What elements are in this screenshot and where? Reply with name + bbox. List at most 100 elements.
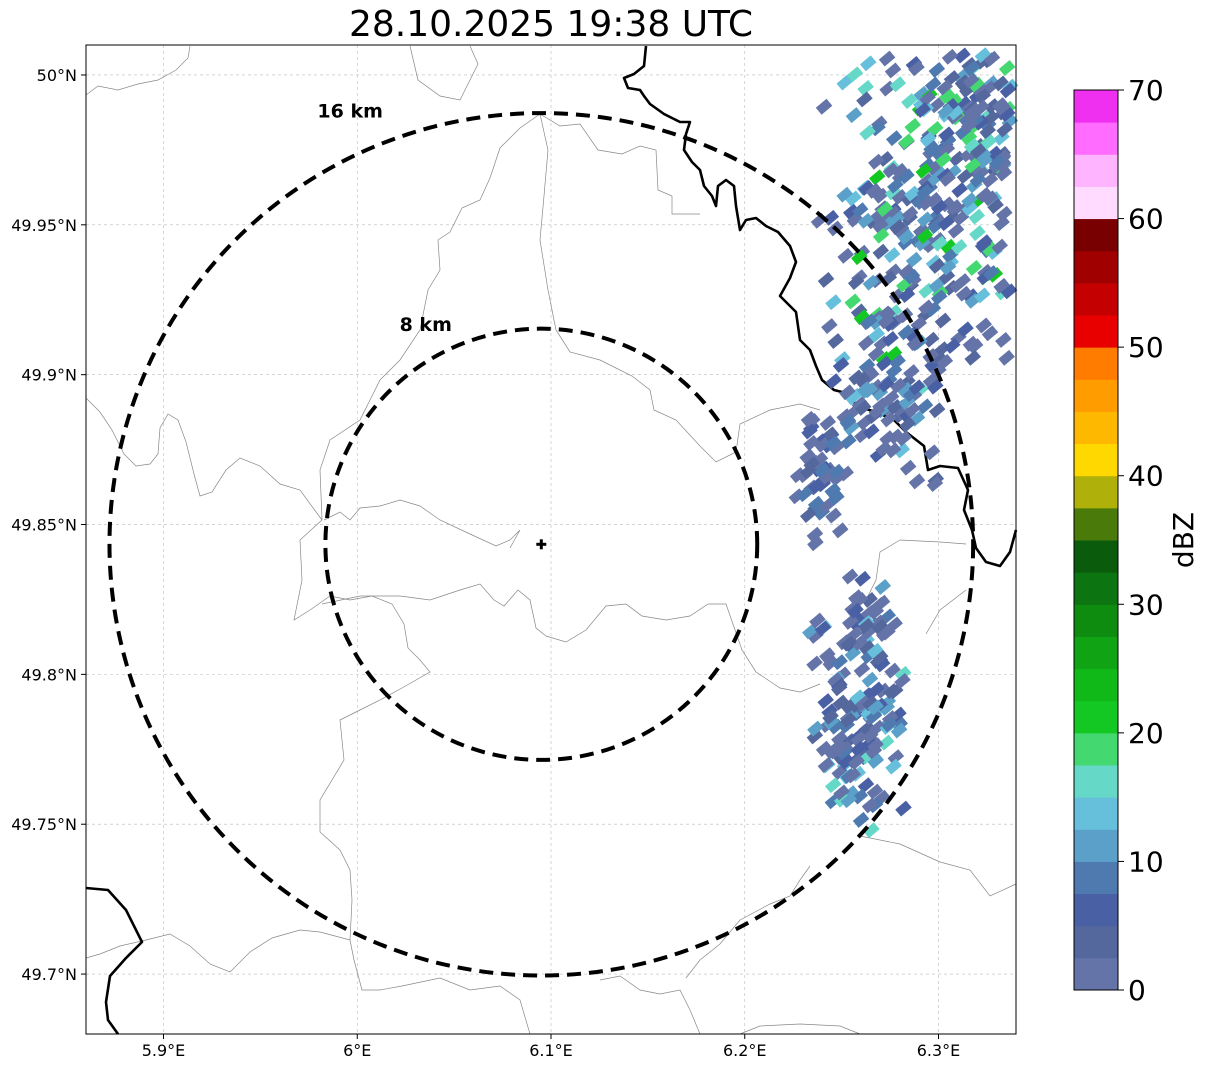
echo-pixel bbox=[883, 247, 901, 264]
echo-pixel bbox=[923, 444, 941, 461]
echo-pixel bbox=[963, 137, 981, 154]
echo-pixel bbox=[843, 419, 860, 436]
echo-pixel bbox=[987, 198, 1004, 214]
echo-pixel bbox=[866, 783, 884, 800]
echo-pixel bbox=[842, 203, 860, 220]
echo-pixel bbox=[866, 642, 884, 659]
echo-pixel bbox=[998, 106, 1016, 123]
echo-pixel bbox=[897, 229, 915, 245]
echo-pixel bbox=[823, 743, 841, 760]
colorbar-tick-label: 60 bbox=[1128, 203, 1164, 236]
regional-boundary bbox=[323, 499, 521, 549]
echo-pixel bbox=[799, 448, 816, 465]
echo-pixel bbox=[849, 689, 867, 706]
echo-pixel bbox=[1000, 283, 1018, 300]
echo-pixel bbox=[940, 238, 957, 255]
echo-pixel bbox=[848, 753, 865, 770]
echo-pixel bbox=[862, 274, 880, 291]
echo-pixel bbox=[926, 476, 944, 493]
echo-pixel bbox=[975, 317, 993, 334]
echo-pixel bbox=[884, 62, 902, 79]
colorbar-segment bbox=[1074, 700, 1118, 734]
echo-pixel bbox=[887, 428, 904, 445]
echo-pixel bbox=[807, 720, 824, 737]
echo-pixel bbox=[817, 757, 835, 774]
echo-pixel bbox=[853, 309, 871, 326]
echo-pixel bbox=[867, 753, 885, 770]
echo-pixel bbox=[901, 93, 918, 110]
colorbar-segment bbox=[1074, 540, 1118, 573]
echo-pixel bbox=[884, 662, 901, 679]
echo-pixel bbox=[904, 401, 921, 418]
echo-pixel bbox=[947, 104, 964, 121]
echo-pixel bbox=[871, 618, 889, 635]
echo-pixel bbox=[872, 187, 889, 204]
colorbar-tick-label: 10 bbox=[1128, 845, 1164, 878]
echo-pixel bbox=[938, 126, 955, 143]
colorbar-segment bbox=[1074, 443, 1118, 477]
echo-pixel bbox=[887, 749, 905, 766]
echo-pixel bbox=[927, 378, 944, 395]
echo-pixel bbox=[837, 247, 854, 264]
echo-pixel bbox=[894, 404, 911, 421]
x-tick-label: 5.9°E bbox=[142, 1041, 186, 1060]
echo-pixel bbox=[839, 413, 857, 430]
echo-pixel bbox=[916, 228, 934, 244]
x-tick-label: 6.1°E bbox=[529, 1041, 573, 1060]
echo-pixel bbox=[969, 103, 986, 119]
echo-pixel bbox=[861, 382, 878, 399]
echo-pixel bbox=[854, 371, 871, 388]
regional-boundary bbox=[293, 113, 541, 1035]
echo-pixel bbox=[874, 682, 892, 699]
echo-pixel bbox=[908, 473, 926, 490]
colorbar-segment bbox=[1074, 732, 1118, 766]
echo-pixel bbox=[844, 293, 862, 310]
echo-pixel bbox=[962, 335, 980, 352]
echo-pixel bbox=[877, 734, 895, 751]
regional-boundary bbox=[925, 589, 967, 635]
range-ring-8km bbox=[323, 326, 760, 762]
echo-pixel bbox=[983, 50, 1001, 67]
echo-pixel bbox=[937, 103, 954, 120]
echo-pixel bbox=[937, 215, 955, 232]
colorbar-segment bbox=[1074, 668, 1118, 702]
echo-pixel bbox=[992, 75, 1009, 92]
colorbar-segment bbox=[1074, 636, 1118, 670]
echo-pixel bbox=[876, 355, 893, 372]
echo-pixel bbox=[825, 294, 842, 311]
echo-pixel bbox=[809, 612, 826, 629]
echo-pixel bbox=[858, 358, 876, 374]
colorbar-segment bbox=[1074, 604, 1118, 637]
echo-pixel bbox=[858, 720, 876, 737]
echo-pixel bbox=[861, 313, 878, 330]
echo-pixel bbox=[947, 222, 965, 239]
echo-pixel bbox=[882, 162, 900, 179]
echo-pixel bbox=[854, 570, 871, 587]
echo-pixel bbox=[844, 767, 862, 784]
echo-pixel bbox=[868, 681, 885, 698]
echo-pixel bbox=[993, 215, 1010, 232]
echo-pixel bbox=[890, 377, 907, 394]
echo-pixel bbox=[931, 235, 948, 252]
colorbar-segment bbox=[1074, 925, 1118, 959]
echo-pixel bbox=[848, 589, 865, 606]
colorbar-segment bbox=[1074, 90, 1118, 123]
echo-pixel bbox=[858, 180, 875, 196]
echo-pixel bbox=[944, 337, 961, 354]
echo-pixel bbox=[901, 205, 919, 222]
colorbar-tick-label: 30 bbox=[1128, 588, 1164, 621]
echo-pixel bbox=[800, 410, 818, 427]
echo-pixel bbox=[825, 373, 842, 390]
echo-pixel bbox=[957, 321, 974, 338]
dbz-colorbar: 0 10 20 30 40 50 60 70 dBZ bbox=[1073, 74, 1200, 1007]
echo-pixel bbox=[838, 753, 855, 770]
colorbar-tick-label: 40 bbox=[1128, 460, 1164, 493]
echo-pixel bbox=[887, 177, 904, 194]
echo-pixel bbox=[850, 730, 867, 747]
colorbar-segment bbox=[1074, 572, 1118, 605]
echo-pixel bbox=[898, 168, 915, 185]
radar-echoes bbox=[788, 47, 1019, 839]
echo-pixel bbox=[981, 172, 999, 189]
echo-pixel bbox=[965, 259, 983, 276]
echo-pixel bbox=[850, 303, 868, 320]
